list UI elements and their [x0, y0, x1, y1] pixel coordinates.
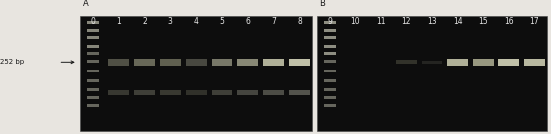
Bar	[289, 90, 310, 95]
Bar	[160, 90, 181, 95]
Bar	[323, 88, 336, 91]
Text: 16: 16	[504, 17, 514, 26]
Bar	[323, 79, 336, 82]
Bar	[87, 45, 99, 48]
Bar	[323, 96, 336, 99]
Bar	[263, 59, 284, 66]
Text: 0: 0	[90, 17, 95, 26]
Bar	[87, 52, 99, 55]
Bar	[87, 21, 99, 24]
Bar	[87, 79, 99, 82]
Bar	[80, 16, 312, 131]
Bar	[186, 90, 207, 95]
Text: 9: 9	[327, 17, 332, 26]
Text: 5: 5	[219, 17, 224, 26]
Bar	[524, 59, 545, 66]
Bar	[473, 59, 494, 66]
Text: 3: 3	[168, 17, 173, 26]
Bar	[396, 60, 417, 64]
Bar	[87, 96, 99, 99]
Bar	[87, 29, 99, 32]
Text: 252 bp: 252 bp	[0, 59, 24, 65]
Bar	[237, 90, 258, 95]
Bar	[289, 59, 310, 66]
Bar	[186, 59, 207, 66]
Text: 15: 15	[478, 17, 488, 26]
Text: 14: 14	[453, 17, 462, 26]
Bar	[323, 60, 336, 63]
Bar	[87, 88, 99, 91]
Bar	[323, 21, 336, 24]
Bar	[212, 59, 233, 66]
Bar	[323, 52, 336, 55]
Text: 17: 17	[530, 17, 539, 26]
Bar	[160, 59, 181, 66]
Bar	[134, 90, 155, 95]
Bar	[498, 59, 519, 66]
Text: 7: 7	[271, 17, 276, 26]
Text: A: A	[83, 0, 88, 8]
Bar	[263, 90, 284, 95]
Text: 2: 2	[142, 17, 147, 26]
Bar	[237, 59, 258, 66]
Bar	[422, 61, 442, 64]
Text: 4: 4	[194, 17, 198, 26]
Text: B: B	[320, 0, 326, 8]
Bar	[323, 70, 336, 72]
Bar	[323, 45, 336, 48]
Bar	[108, 90, 129, 95]
Bar	[87, 104, 99, 107]
Text: 12: 12	[402, 17, 411, 26]
Bar	[108, 59, 129, 66]
Text: 6: 6	[245, 17, 250, 26]
Text: 10: 10	[350, 17, 360, 26]
Bar	[87, 36, 99, 39]
Text: 1: 1	[116, 17, 121, 26]
Bar	[447, 59, 468, 66]
Bar	[323, 104, 336, 107]
Bar	[212, 90, 233, 95]
Bar	[87, 60, 99, 63]
Bar	[323, 36, 336, 39]
Text: 8: 8	[297, 17, 302, 26]
Text: 13: 13	[427, 17, 437, 26]
Bar	[323, 29, 336, 32]
Bar	[134, 59, 155, 66]
Bar	[317, 16, 547, 131]
Bar	[87, 70, 99, 72]
Text: 11: 11	[376, 17, 386, 26]
